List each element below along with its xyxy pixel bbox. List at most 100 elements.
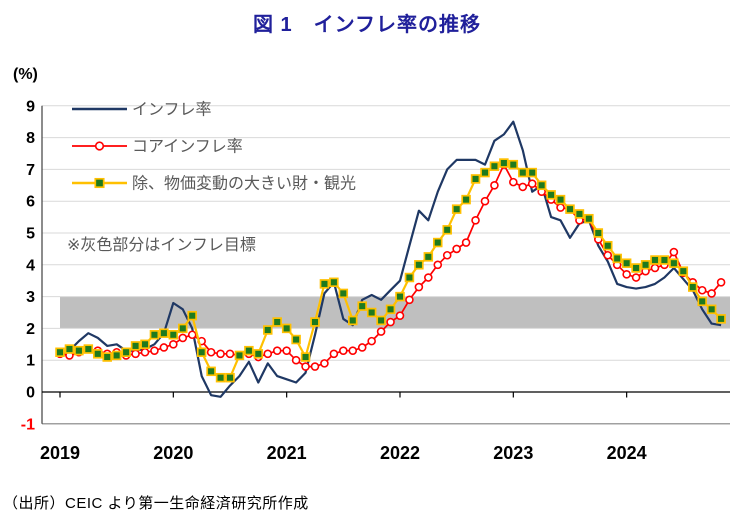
filled-square-marker (612, 253, 622, 264)
legend-item-0: インフレ率 (72, 101, 212, 119)
gridlines (42, 105, 730, 361)
filled-square-marker (130, 341, 141, 351)
open-circle-marker (169, 339, 178, 349)
filled-square-marker (574, 209, 585, 219)
open-circle-marker (490, 181, 499, 190)
open-circle-marker (603, 250, 613, 260)
filled-square-marker (74, 345, 84, 356)
filled-square-marker (395, 291, 405, 302)
open-circle-marker (272, 346, 282, 355)
open-circle-marker (159, 343, 169, 352)
filled-square-marker (461, 194, 471, 205)
open-circle-marker (310, 362, 320, 371)
open-circle-marker (357, 343, 367, 352)
series-inflation-rate (59, 120, 722, 398)
open-circle-marker (187, 330, 197, 340)
filled-square-marker (385, 304, 396, 315)
filled-square-marker (593, 228, 604, 238)
y-tick-label: -1 (21, 416, 35, 433)
series-core-inflation-rate (55, 160, 726, 371)
filled-square-marker (225, 372, 235, 383)
open-circle-marker (131, 349, 140, 359)
filled-square-marker (518, 167, 528, 178)
filled-square-marker (442, 225, 452, 235)
open-circle-marker (291, 355, 301, 365)
filled-square-marker (196, 347, 207, 358)
y-tick-label: 7 (26, 162, 35, 179)
open-circle-marker (386, 317, 395, 327)
axes (41, 105, 730, 425)
source-note: （出所）CEIC より第一生命経済研究所作成 (3, 495, 309, 512)
open-circle-marker (518, 182, 528, 192)
open-circle-marker (206, 347, 216, 357)
filled-square-marker (631, 263, 641, 273)
filled-square-marker (536, 180, 547, 191)
open-circle-marker (348, 346, 358, 355)
open-circle-marker (395, 311, 405, 320)
filled-square-marker (215, 372, 226, 383)
series-ex-volatile-goods-and-tourism (55, 158, 726, 383)
open-circle-marker (405, 295, 414, 305)
legend-open-circle-marker (94, 141, 105, 151)
open-circle-marker (320, 359, 329, 368)
filled-square-marker (433, 237, 443, 248)
open-circle-marker (442, 250, 452, 260)
open-circle-marker (480, 196, 490, 206)
filled-square-marker (329, 277, 339, 288)
open-circle-marker (367, 336, 376, 346)
y-tick-label: 1 (26, 353, 35, 370)
filled-square-marker (310, 317, 320, 327)
legend-label: 除、物価変動の大きい財・観光 (132, 175, 356, 193)
filled-square-marker (206, 366, 216, 377)
filled-square-marker (102, 352, 112, 362)
open-circle-marker (631, 273, 641, 282)
x-tick-label: 2021 (267, 443, 307, 463)
filled-square-marker (451, 204, 462, 214)
filled-square-marker (584, 213, 594, 224)
legend-item-1: コアインフレ率 (72, 138, 243, 156)
filled-square-marker (527, 167, 537, 178)
y-axis-labels: 9 8 7 6 5 4 3 2 1 0 -1 (%) (13, 66, 38, 433)
filled-square-marker (111, 350, 122, 361)
open-circle-marker (140, 347, 150, 357)
open-circle-marker (669, 247, 679, 257)
open-circle-marker (414, 282, 424, 292)
filled-square-marker (140, 339, 150, 350)
open-circle-marker (424, 273, 433, 282)
filled-square-marker (376, 315, 386, 326)
y-tick-label: 8 (26, 130, 35, 147)
open-circle-marker (216, 349, 225, 359)
open-circle-marker (461, 238, 471, 247)
filled-square-marker (678, 266, 689, 276)
y-tick-label: 3 (26, 289, 35, 306)
open-circle-marker (376, 327, 386, 336)
open-circle-marker (150, 346, 159, 355)
x-tick-label: 2022 (380, 443, 420, 463)
filled-square-marker (64, 344, 75, 354)
filled-square-marker (187, 310, 197, 321)
filled-square-marker (499, 158, 509, 168)
filled-square-marker (121, 347, 131, 358)
open-circle-marker (339, 346, 348, 355)
open-circle-marker (527, 179, 537, 189)
open-circle-marker (556, 203, 565, 212)
x-tick-label: 2020 (153, 443, 193, 463)
series-line (59, 120, 722, 398)
open-circle-marker (263, 349, 273, 359)
open-circle-marker (301, 362, 310, 371)
open-circle-marker (509, 177, 518, 187)
filled-square-marker (480, 167, 490, 178)
filled-square-marker (508, 159, 519, 170)
legend-filled-square-marker (94, 177, 105, 189)
filled-square-marker (423, 252, 434, 262)
filled-square-marker (640, 260, 651, 270)
open-circle-marker (650, 263, 660, 273)
filled-square-marker (338, 288, 349, 299)
filled-square-marker (149, 330, 160, 340)
filled-square-marker (272, 317, 282, 327)
filled-square-marker (234, 350, 245, 361)
filled-square-marker (697, 296, 707, 307)
y-tick-label: 6 (26, 194, 35, 211)
open-circle-marker (178, 333, 188, 343)
